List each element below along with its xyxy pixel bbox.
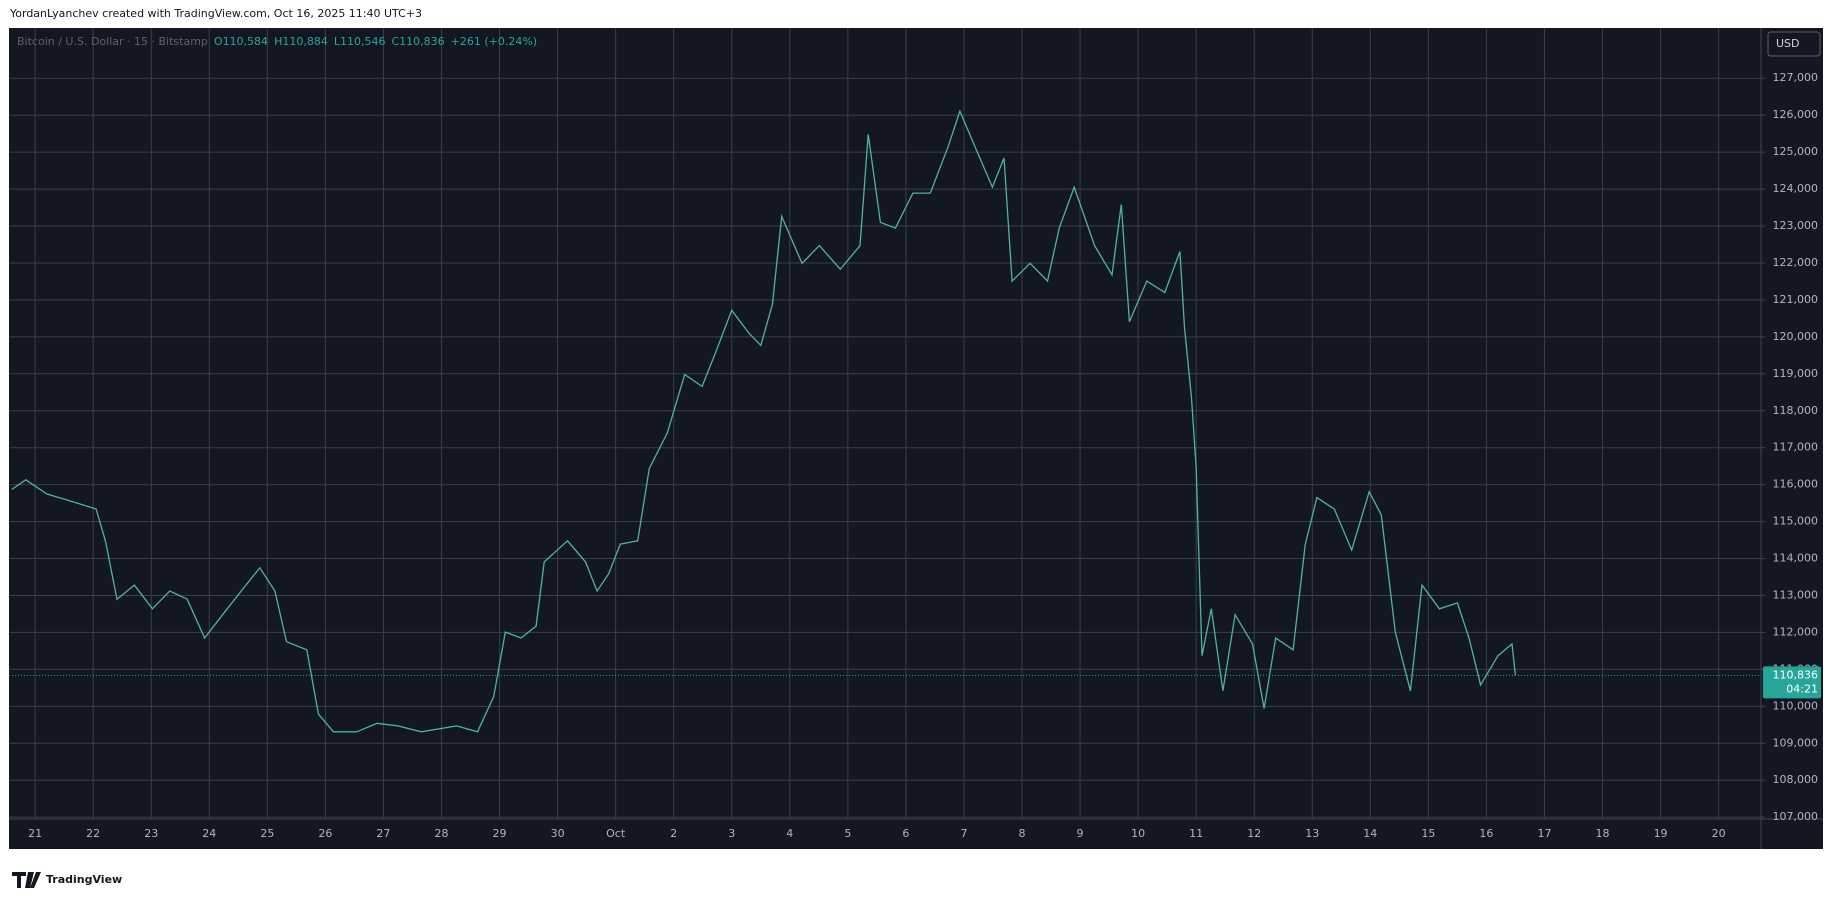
- x-tick-label: 23: [144, 827, 158, 840]
- x-tick-label: 28: [434, 827, 448, 840]
- y-tick-label: 121,000: [1773, 293, 1819, 306]
- y-tick-label: 122,000: [1773, 256, 1819, 269]
- x-tick-label: 18: [1596, 827, 1610, 840]
- x-tick-label: 6: [902, 827, 909, 840]
- x-tick-label: 8: [1019, 827, 1026, 840]
- x-tick-label: 25: [260, 827, 274, 840]
- x-tick-label: 30: [551, 827, 565, 840]
- last-price-label: 110,836: [1773, 668, 1819, 681]
- grid: [9, 28, 1761, 819]
- ohlc-close: C110,836: [391, 35, 444, 48]
- y-tick-label: 108,000: [1773, 773, 1819, 786]
- ohlc-change: +261 (+0.24%): [451, 35, 537, 48]
- ohlc-open: O110,584: [214, 35, 268, 48]
- ohlc-high: H110,884: [274, 35, 328, 48]
- y-tick-label: 113,000: [1773, 588, 1819, 601]
- x-tick-label: 16: [1479, 827, 1493, 840]
- x-tick-label: 12: [1247, 827, 1261, 840]
- x-tick-label: 2: [670, 827, 677, 840]
- y-tick-label: 112,000: [1773, 625, 1819, 638]
- x-tick-label: 9: [1077, 827, 1084, 840]
- y-tick-label: 116,000: [1773, 478, 1819, 491]
- x-tick-label: 15: [1421, 827, 1435, 840]
- credit: YordanLyanchev created with TradingView.…: [9, 7, 422, 20]
- y-tick-label: 119,000: [1773, 367, 1819, 380]
- brand-name: TradingView: [46, 873, 122, 886]
- symbol: Bitcoin / U.S. Dollar · 15 · Bitstamp: [17, 35, 208, 48]
- x-tick-label: 20: [1712, 827, 1726, 840]
- brand: TradingView: [12, 872, 122, 888]
- x-tick-label: 7: [960, 827, 967, 840]
- legend: Bitcoin / U.S. Dollar · 15 · Bitstamp O1…: [17, 35, 537, 48]
- x-tick-label: 5: [844, 827, 851, 840]
- y-tick-label: 110,000: [1773, 699, 1819, 712]
- y-tick-label: 120,000: [1773, 330, 1819, 343]
- x-tick-label: 22: [86, 827, 100, 840]
- brand-logo: [12, 872, 41, 888]
- x-tick-label: Oct: [606, 827, 626, 840]
- x-tick-label: 13: [1305, 827, 1319, 840]
- x-tick-label: 26: [318, 827, 332, 840]
- x-tick-label: 3: [728, 827, 735, 840]
- y-tick-label: 115,000: [1773, 515, 1819, 528]
- currency-button[interactable]: [1767, 31, 1821, 57]
- currency[interactable]: USD: [1776, 37, 1800, 50]
- y-tick-label: 118,000: [1773, 404, 1819, 417]
- x-tick-label: 10: [1131, 827, 1145, 840]
- y-tick-label: 125,000: [1773, 145, 1819, 158]
- x-tick-label: 11: [1189, 827, 1203, 840]
- x-tick-label: 17: [1537, 827, 1551, 840]
- ohlc-low: L110,546: [334, 35, 386, 48]
- x-tick-label: 4: [786, 827, 793, 840]
- y-tick-label: 124,000: [1773, 182, 1819, 195]
- y-tick-label: 117,000: [1773, 441, 1819, 454]
- x-tick-label: 21: [28, 827, 42, 840]
- plot: [9, 109, 1761, 733]
- y-tick-label: 126,000: [1773, 108, 1819, 121]
- price-line: [11, 109, 1517, 733]
- y-tick-label: 109,000: [1773, 736, 1819, 749]
- countdown: 04:21: [1786, 682, 1818, 695]
- y-tick-label: 107,000: [1773, 810, 1819, 823]
- last-price-box: [1763, 666, 1821, 699]
- x-tick-label: 29: [493, 827, 507, 840]
- y-tick-label: 123,000: [1773, 219, 1819, 232]
- x-tick-label: 14: [1363, 827, 1377, 840]
- x-tick-label: 24: [202, 827, 216, 840]
- x-tick-label: 27: [376, 827, 390, 840]
- y-tick-label: 114,000: [1773, 552, 1819, 565]
- y-tick-label: 127,000: [1773, 71, 1819, 84]
- chart-background: [9, 28, 1823, 849]
- x-tick-label: 19: [1654, 827, 1668, 840]
